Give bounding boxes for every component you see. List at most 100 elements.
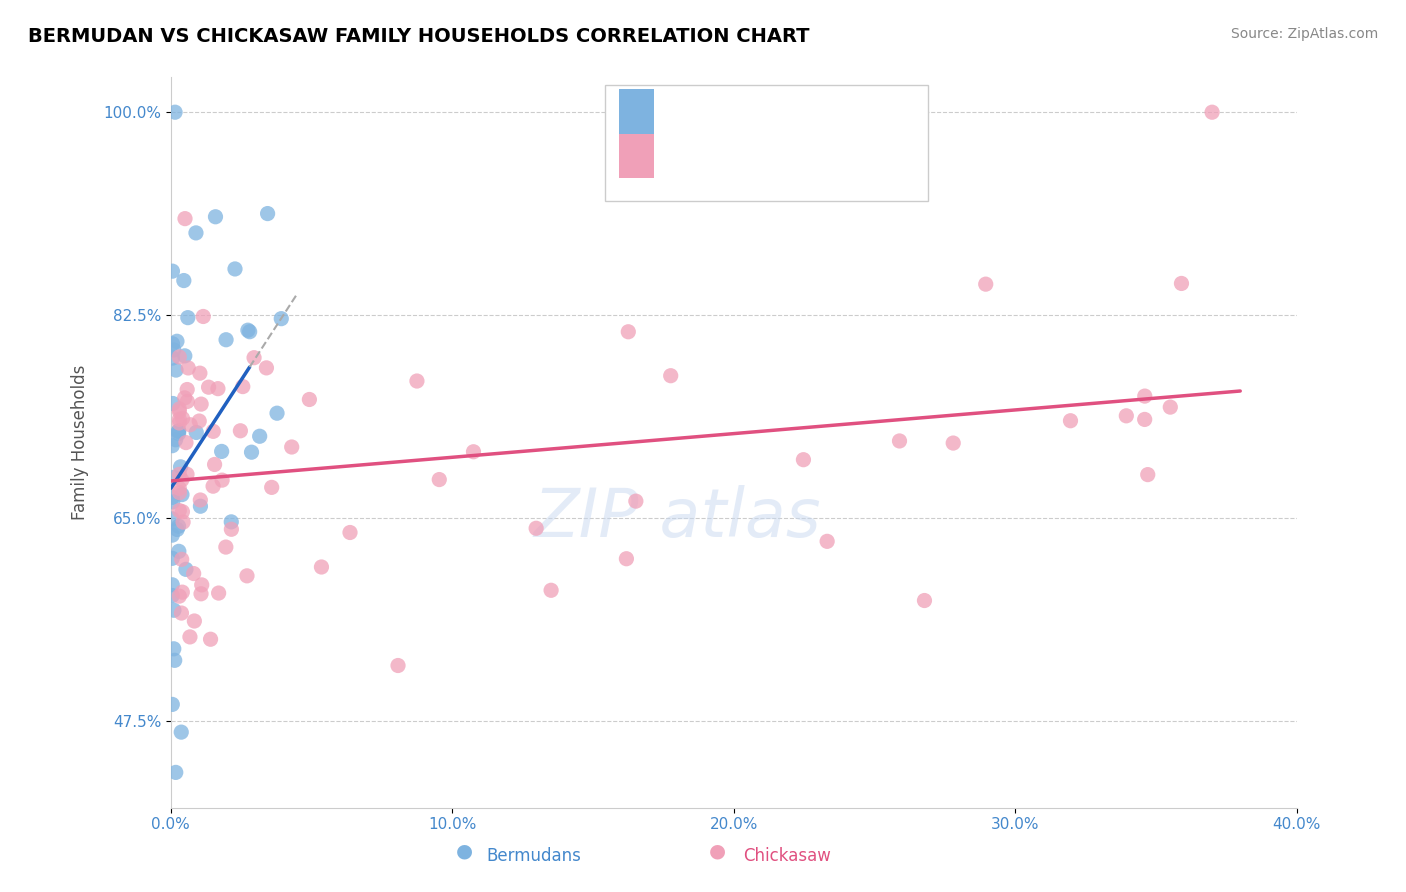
Chickasaw <box>188 414 211 428</box>
Chickasaw <box>524 521 547 535</box>
Chickasaw <box>211 473 233 487</box>
Chickasaw <box>172 585 194 599</box>
Chickasaw <box>202 479 225 493</box>
Bermudans <box>162 578 184 592</box>
Chickasaw <box>280 440 302 454</box>
Chickasaw <box>942 436 965 450</box>
Text: ZIP atlas: ZIP atlas <box>534 485 821 551</box>
Chickasaw <box>1133 389 1156 403</box>
Bermudans <box>166 334 188 349</box>
Text: Chickasaw: Chickasaw <box>744 847 831 865</box>
Bermudans <box>162 336 184 351</box>
Chickasaw <box>170 473 193 487</box>
Chickasaw <box>174 211 197 226</box>
Bermudans <box>184 226 207 240</box>
Bermudans <box>266 406 288 420</box>
Bermudans <box>173 349 195 363</box>
Chickasaw <box>172 411 194 425</box>
Chickasaw <box>1136 467 1159 482</box>
Bermudans <box>169 459 191 474</box>
Chickasaw <box>427 473 450 487</box>
Chickasaw <box>889 434 911 448</box>
Bermudans <box>239 325 262 339</box>
Bermudans <box>186 425 208 440</box>
Bermudans <box>190 500 212 514</box>
Chickasaw <box>176 467 198 482</box>
Text: BERMUDAN VS CHICKASAW FAMILY HOUSEHOLDS CORRELATION CHART: BERMUDAN VS CHICKASAW FAMILY HOUSEHOLDS … <box>28 27 810 45</box>
Chickasaw <box>221 522 243 536</box>
Chickasaw <box>215 540 238 554</box>
Bermudans <box>270 311 292 326</box>
Chickasaw <box>792 452 814 467</box>
Bermudans <box>204 210 226 224</box>
Chickasaw <box>170 606 193 620</box>
Chickasaw <box>170 552 193 566</box>
Chickasaw <box>1201 105 1223 120</box>
Chickasaw <box>659 368 682 383</box>
Bermudans <box>240 445 263 459</box>
Chickasaw <box>188 366 211 380</box>
Bermudans <box>162 528 184 542</box>
Bermudans <box>165 105 187 120</box>
Chickasaw <box>1133 412 1156 426</box>
Chickasaw <box>183 614 205 628</box>
Chickasaw <box>202 425 225 439</box>
Chickasaw <box>207 382 229 396</box>
Bermudans <box>165 433 187 447</box>
Chickasaw <box>232 379 254 393</box>
Chickasaw <box>169 481 191 495</box>
Chickasaw <box>169 350 191 364</box>
Chickasaw <box>176 383 198 397</box>
Chickasaw <box>254 360 277 375</box>
Bermudans <box>177 310 200 325</box>
Bermudans <box>163 603 186 617</box>
Chickasaw <box>190 587 212 601</box>
Bermudans <box>167 424 190 438</box>
Bermudans <box>165 363 187 377</box>
Bermudans <box>236 323 259 337</box>
Text: Bermudans: Bermudans <box>486 847 582 865</box>
Chickasaw <box>339 525 361 540</box>
Chickasaw <box>1170 277 1192 291</box>
Chickasaw <box>183 566 205 581</box>
Chickasaw <box>190 397 212 411</box>
Chickasaw <box>463 444 485 458</box>
Bermudans <box>162 551 184 566</box>
Bermudans <box>249 429 271 443</box>
Chickasaw <box>616 551 638 566</box>
Bermudans <box>163 343 186 357</box>
Bermudans <box>162 439 184 453</box>
Chickasaw <box>169 485 191 500</box>
Chickasaw <box>1059 414 1081 428</box>
Chickasaw <box>204 458 226 472</box>
Chickasaw <box>914 593 936 607</box>
Chickasaw <box>387 658 409 673</box>
Bermudans <box>224 262 246 277</box>
Chickasaw <box>169 412 191 426</box>
Chickasaw <box>190 578 212 592</box>
Bermudans <box>162 491 184 505</box>
Chickasaw <box>207 586 229 600</box>
Bermudans <box>173 274 195 288</box>
Chickasaw <box>169 503 191 517</box>
Bermudans <box>162 495 184 509</box>
Bermudans <box>219 515 242 529</box>
Chickasaw <box>815 534 838 549</box>
Text: R =  0.210    N =  79: R = 0.210 N = 79 <box>661 147 848 165</box>
Bermudans <box>174 562 197 576</box>
Bermudans <box>215 333 238 347</box>
Chickasaw <box>236 569 259 583</box>
Bermudans <box>170 725 193 739</box>
Chickasaw <box>200 632 222 647</box>
Chickasaw <box>169 589 191 603</box>
Chickasaw <box>169 401 191 416</box>
Bermudans <box>170 487 193 501</box>
Chickasaw <box>1159 400 1181 414</box>
Bermudans <box>162 351 184 365</box>
Y-axis label: Family Households: Family Households <box>72 365 89 520</box>
Chickasaw <box>197 380 219 394</box>
Text: Source: ZipAtlas.com: Source: ZipAtlas.com <box>1230 27 1378 41</box>
Bermudans <box>163 470 186 484</box>
Chickasaw <box>260 480 283 494</box>
Bermudans <box>165 765 187 780</box>
